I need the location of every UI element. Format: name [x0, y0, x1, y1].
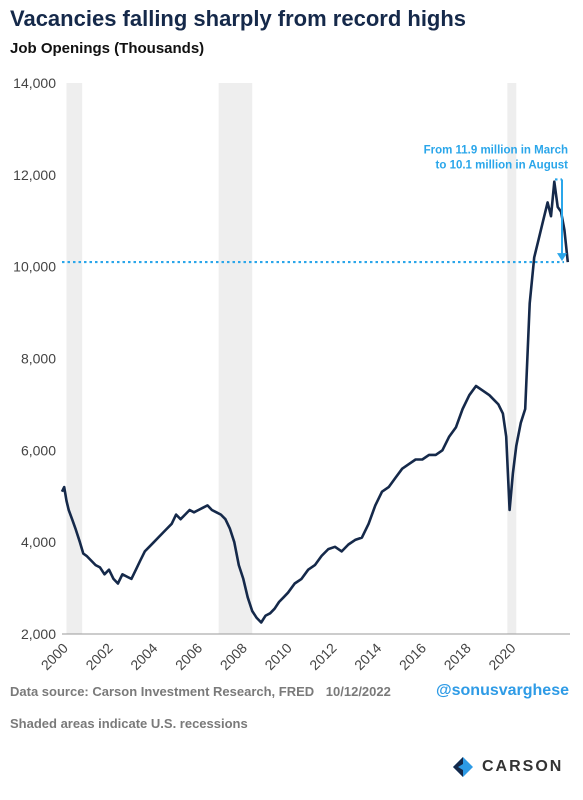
x-tick-label: 2012	[306, 640, 339, 673]
recession-note: Shaded areas indicate U.S. recessions	[10, 716, 248, 731]
data-source: Data source: Carson Investment Research,…	[10, 684, 399, 699]
x-tick-label: 2014	[351, 640, 384, 673]
y-tick-label: 10,000	[13, 259, 56, 275]
y-tick-label: 4,000	[21, 534, 56, 550]
annotation-text-line: to 10.1 million in August	[436, 159, 569, 171]
y-tick-label: 8,000	[21, 351, 56, 367]
y-tick-label: 14,000	[13, 75, 56, 91]
x-tick-label: 2018	[441, 640, 474, 673]
y-tick-label: 6,000	[21, 442, 56, 458]
x-tick-label: 2004	[127, 640, 160, 673]
recession-band-2	[507, 83, 517, 634]
x-tick-label: 2010	[261, 640, 294, 673]
annotation-layer: From 11.9 million in March to 10.1 millio…	[424, 144, 569, 262]
series-layer	[60, 180, 570, 624]
recession-band-0	[66, 83, 83, 634]
annotation-arrow-head	[557, 253, 567, 262]
source-text: Data source: Carson Investment Research,…	[10, 684, 315, 699]
x-tick-label: 2002	[82, 640, 115, 673]
recession-shading	[66, 83, 517, 634]
x-tick-label: 2020	[485, 640, 518, 673]
author-handle: @sonusvarghese	[436, 682, 569, 699]
x-tick-label: 2000	[38, 640, 71, 673]
carson-logo: CARSON	[452, 756, 563, 778]
annotation-text-line: From 11.9 million in March	[424, 144, 568, 156]
series-line-job-openings	[60, 180, 570, 624]
logo-text: CARSON	[482, 758, 564, 775]
y-tick-label: 2,000	[21, 626, 56, 642]
source-date: 10/12/2022	[325, 684, 391, 699]
x-tick-label: 2016	[396, 640, 429, 673]
carson-logo-icon	[453, 757, 473, 777]
chart-title: Vacancies falling sharply from record hi…	[10, 6, 467, 31]
x-tick-label: 2008	[217, 640, 250, 673]
y-tick-label: 12,000	[13, 167, 56, 183]
x-tick-label: 2006	[172, 640, 205, 673]
job-openings-line-chart: 2,000 4,000 6,000 8,000 10,000 12,000 14,000 20…	[13, 75, 570, 673]
chart-subtitle: Job Openings (Thousands)	[10, 40, 205, 57]
